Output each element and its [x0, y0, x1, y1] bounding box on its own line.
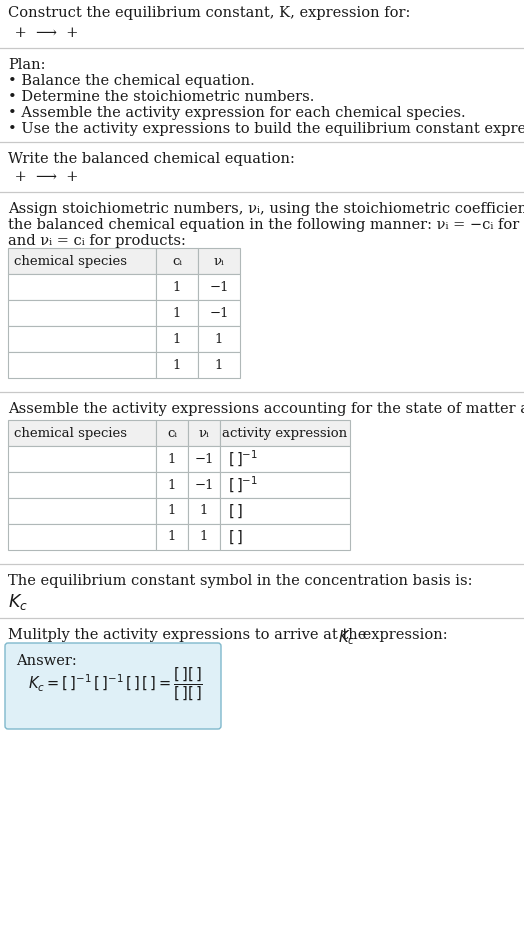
- Bar: [188, 472, 220, 498]
- Bar: [8, 326, 156, 352]
- Bar: [8, 248, 156, 274]
- Text: +  ⟶  +: + ⟶ +: [10, 26, 83, 40]
- Bar: [156, 248, 198, 274]
- Bar: [156, 326, 198, 352]
- Text: νᵢ: νᵢ: [199, 426, 210, 439]
- Text: Construct the equilibrium constant, K, expression for:: Construct the equilibrium constant, K, e…: [8, 6, 410, 20]
- Bar: [156, 498, 188, 524]
- Text: and νᵢ = cᵢ for products:: and νᵢ = cᵢ for products:: [8, 234, 186, 248]
- Text: 1: 1: [168, 453, 176, 466]
- Bar: [220, 420, 350, 446]
- Bar: [156, 420, 188, 446]
- Text: • Balance the chemical equation.: • Balance the chemical equation.: [8, 74, 255, 88]
- Bar: [156, 274, 198, 300]
- Bar: [188, 524, 220, 550]
- Text: 1: 1: [173, 307, 181, 320]
- Text: 1: 1: [200, 531, 208, 544]
- Text: $K_c = [\,]^{-1} \, [\,]^{-1} \, [\,] \, [\,] = \dfrac{[\,][\,]}{[\,][\,]}$: $K_c = [\,]^{-1} \, [\,]^{-1} \, [\,] \,…: [28, 665, 203, 703]
- Bar: [198, 274, 240, 300]
- Bar: [156, 446, 188, 472]
- Text: 1: 1: [168, 531, 176, 544]
- Text: 1: 1: [173, 280, 181, 294]
- Bar: [8, 446, 156, 472]
- Bar: [220, 446, 350, 472]
- Text: −1: −1: [194, 479, 214, 491]
- Bar: [198, 300, 240, 326]
- Text: 1: 1: [173, 359, 181, 372]
- Bar: [8, 524, 156, 550]
- Text: Mulitply the activity expressions to arrive at the: Mulitply the activity expressions to arr…: [8, 628, 371, 642]
- Text: cᵢ: cᵢ: [172, 254, 182, 267]
- Bar: [198, 248, 240, 274]
- Text: • Determine the stoichiometric numbers.: • Determine the stoichiometric numbers.: [8, 90, 314, 104]
- Text: $[\,]^{-1}$: $[\,]^{-1}$: [228, 449, 258, 469]
- Bar: [198, 352, 240, 378]
- Text: • Assemble the activity expression for each chemical species.: • Assemble the activity expression for e…: [8, 106, 466, 120]
- Text: $K_c$: $K_c$: [338, 628, 355, 646]
- Text: $[\,]^{-1}$: $[\,]^{-1}$: [228, 475, 258, 495]
- Text: Assign stoichiometric numbers, νᵢ, using the stoichiometric coefficients, cᵢ, fr: Assign stoichiometric numbers, νᵢ, using…: [8, 202, 524, 216]
- Text: $K_c$: $K_c$: [8, 592, 28, 612]
- Text: The equilibrium constant symbol in the concentration basis is:: The equilibrium constant symbol in the c…: [8, 574, 473, 588]
- Bar: [198, 326, 240, 352]
- Bar: [220, 498, 350, 524]
- Text: activity expression: activity expression: [222, 426, 347, 439]
- Text: $[\,]$: $[\,]$: [228, 502, 243, 519]
- Bar: [156, 524, 188, 550]
- Text: Write the balanced chemical equation:: Write the balanced chemical equation:: [8, 152, 295, 166]
- Bar: [220, 524, 350, 550]
- Text: chemical species: chemical species: [14, 426, 127, 439]
- Text: $[\,]$: $[\,]$: [228, 528, 243, 546]
- Text: • Use the activity expressions to build the equilibrium constant expression.: • Use the activity expressions to build …: [8, 122, 524, 136]
- Text: −1: −1: [209, 280, 229, 294]
- Text: cᵢ: cᵢ: [167, 426, 177, 439]
- Bar: [156, 352, 198, 378]
- Bar: [8, 472, 156, 498]
- Bar: [188, 446, 220, 472]
- FancyBboxPatch shape: [5, 643, 221, 729]
- Text: chemical species: chemical species: [14, 254, 127, 267]
- Bar: [8, 498, 156, 524]
- Text: νᵢ: νᵢ: [214, 254, 224, 267]
- Text: 1: 1: [215, 359, 223, 372]
- Bar: [8, 300, 156, 326]
- Text: −1: −1: [194, 453, 214, 466]
- Text: Plan:: Plan:: [8, 58, 46, 72]
- Bar: [8, 420, 156, 446]
- Bar: [156, 300, 198, 326]
- Text: 1: 1: [215, 332, 223, 345]
- Bar: [220, 472, 350, 498]
- Text: −1: −1: [209, 307, 229, 320]
- Bar: [188, 420, 220, 446]
- Text: 1: 1: [168, 479, 176, 491]
- Text: +  ⟶  +: + ⟶ +: [10, 170, 83, 184]
- Text: Answer:: Answer:: [16, 654, 77, 668]
- Text: 1: 1: [168, 504, 176, 518]
- Text: the balanced chemical equation in the following manner: νᵢ = −cᵢ for reactants: the balanced chemical equation in the fo…: [8, 218, 524, 232]
- Bar: [156, 472, 188, 498]
- Bar: [8, 274, 156, 300]
- Text: 1: 1: [200, 504, 208, 518]
- Bar: [188, 498, 220, 524]
- Text: Assemble the activity expressions accounting for the state of matter and νᵢ:: Assemble the activity expressions accoun…: [8, 402, 524, 416]
- Bar: [8, 352, 156, 378]
- Text: 1: 1: [173, 332, 181, 345]
- Text: expression:: expression:: [358, 628, 447, 642]
